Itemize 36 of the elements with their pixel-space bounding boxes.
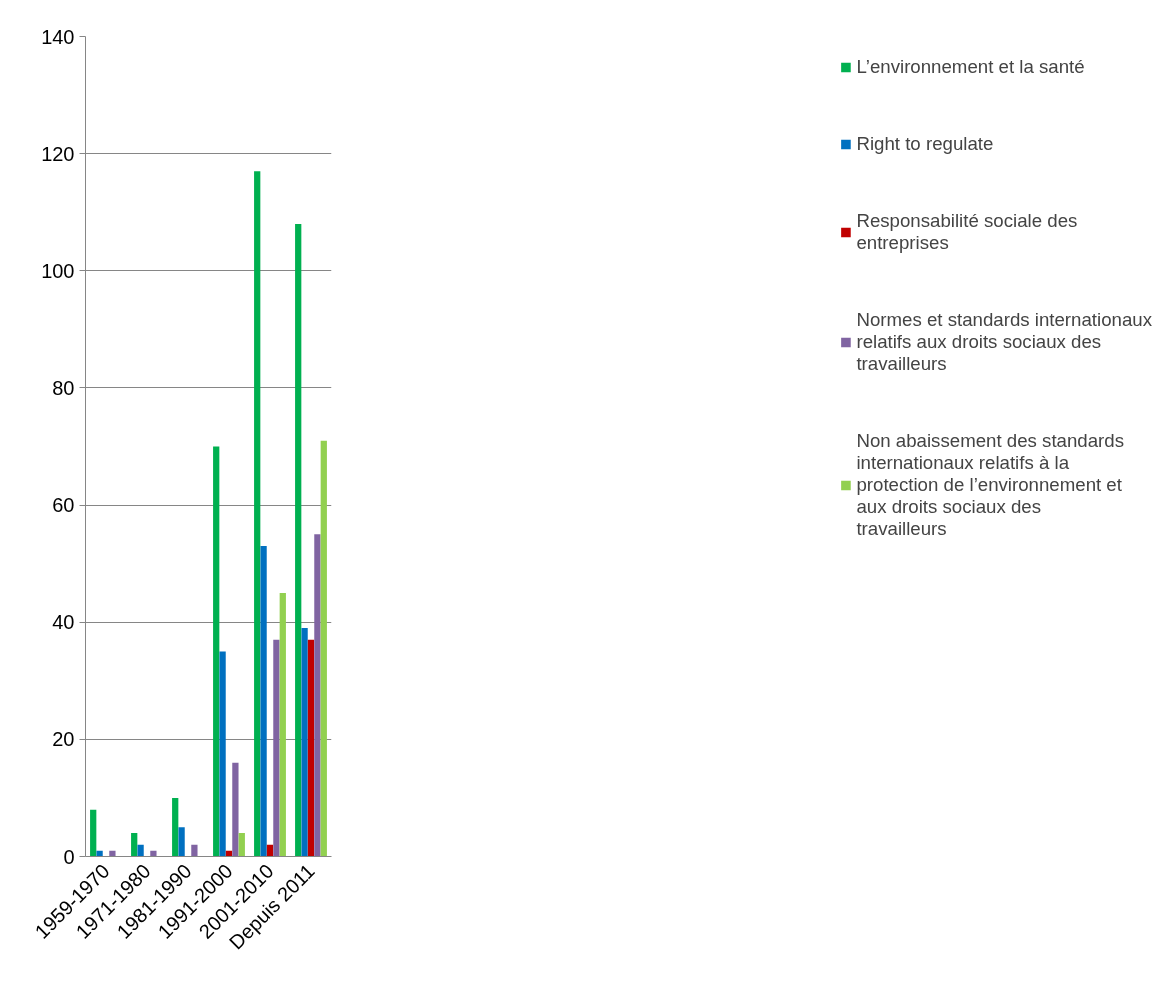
bar [314,534,321,857]
bar [131,833,138,857]
bar [150,850,157,857]
bar [266,844,274,857]
bar [279,592,286,857]
y-tick-label: 60 [52,494,75,517]
bar [96,850,103,857]
legend-label: Right to regulate [856,133,994,155]
bar [307,639,315,857]
legend-label: Normes et standards internationaux relatifs aux droits sociaux des travailleurs [856,309,1152,375]
y-tick-label: 40 [52,611,75,634]
bar [232,762,239,857]
y-tick-label: 20 [52,728,75,751]
bar [320,440,327,857]
bar [213,446,220,857]
y-tick-label: 80 [52,376,75,399]
bar [137,844,144,857]
bar [178,827,185,857]
bar [254,171,261,857]
y-tick-label: 140 [41,25,75,48]
bar [191,844,198,857]
bar [238,833,245,857]
bar [109,850,116,857]
legend-label: Non abaissement des standards internationaux relatifs à la protection de l’environnement et aux droits sociaux des travailleurs [856,430,1125,540]
bar [273,639,280,857]
y-tick-label: 100 [41,259,75,282]
bar [295,223,302,857]
bar [260,546,267,857]
y-tick-label: 0 [63,845,75,868]
bar [90,809,97,857]
legend-label: Responsabilité sociale des entreprises [856,210,1078,254]
bar [301,628,308,857]
bar [172,797,179,857]
y-tick-label: 120 [41,142,75,165]
bar [219,651,226,857]
legend-label: L’environnement et la santé [856,56,1085,78]
